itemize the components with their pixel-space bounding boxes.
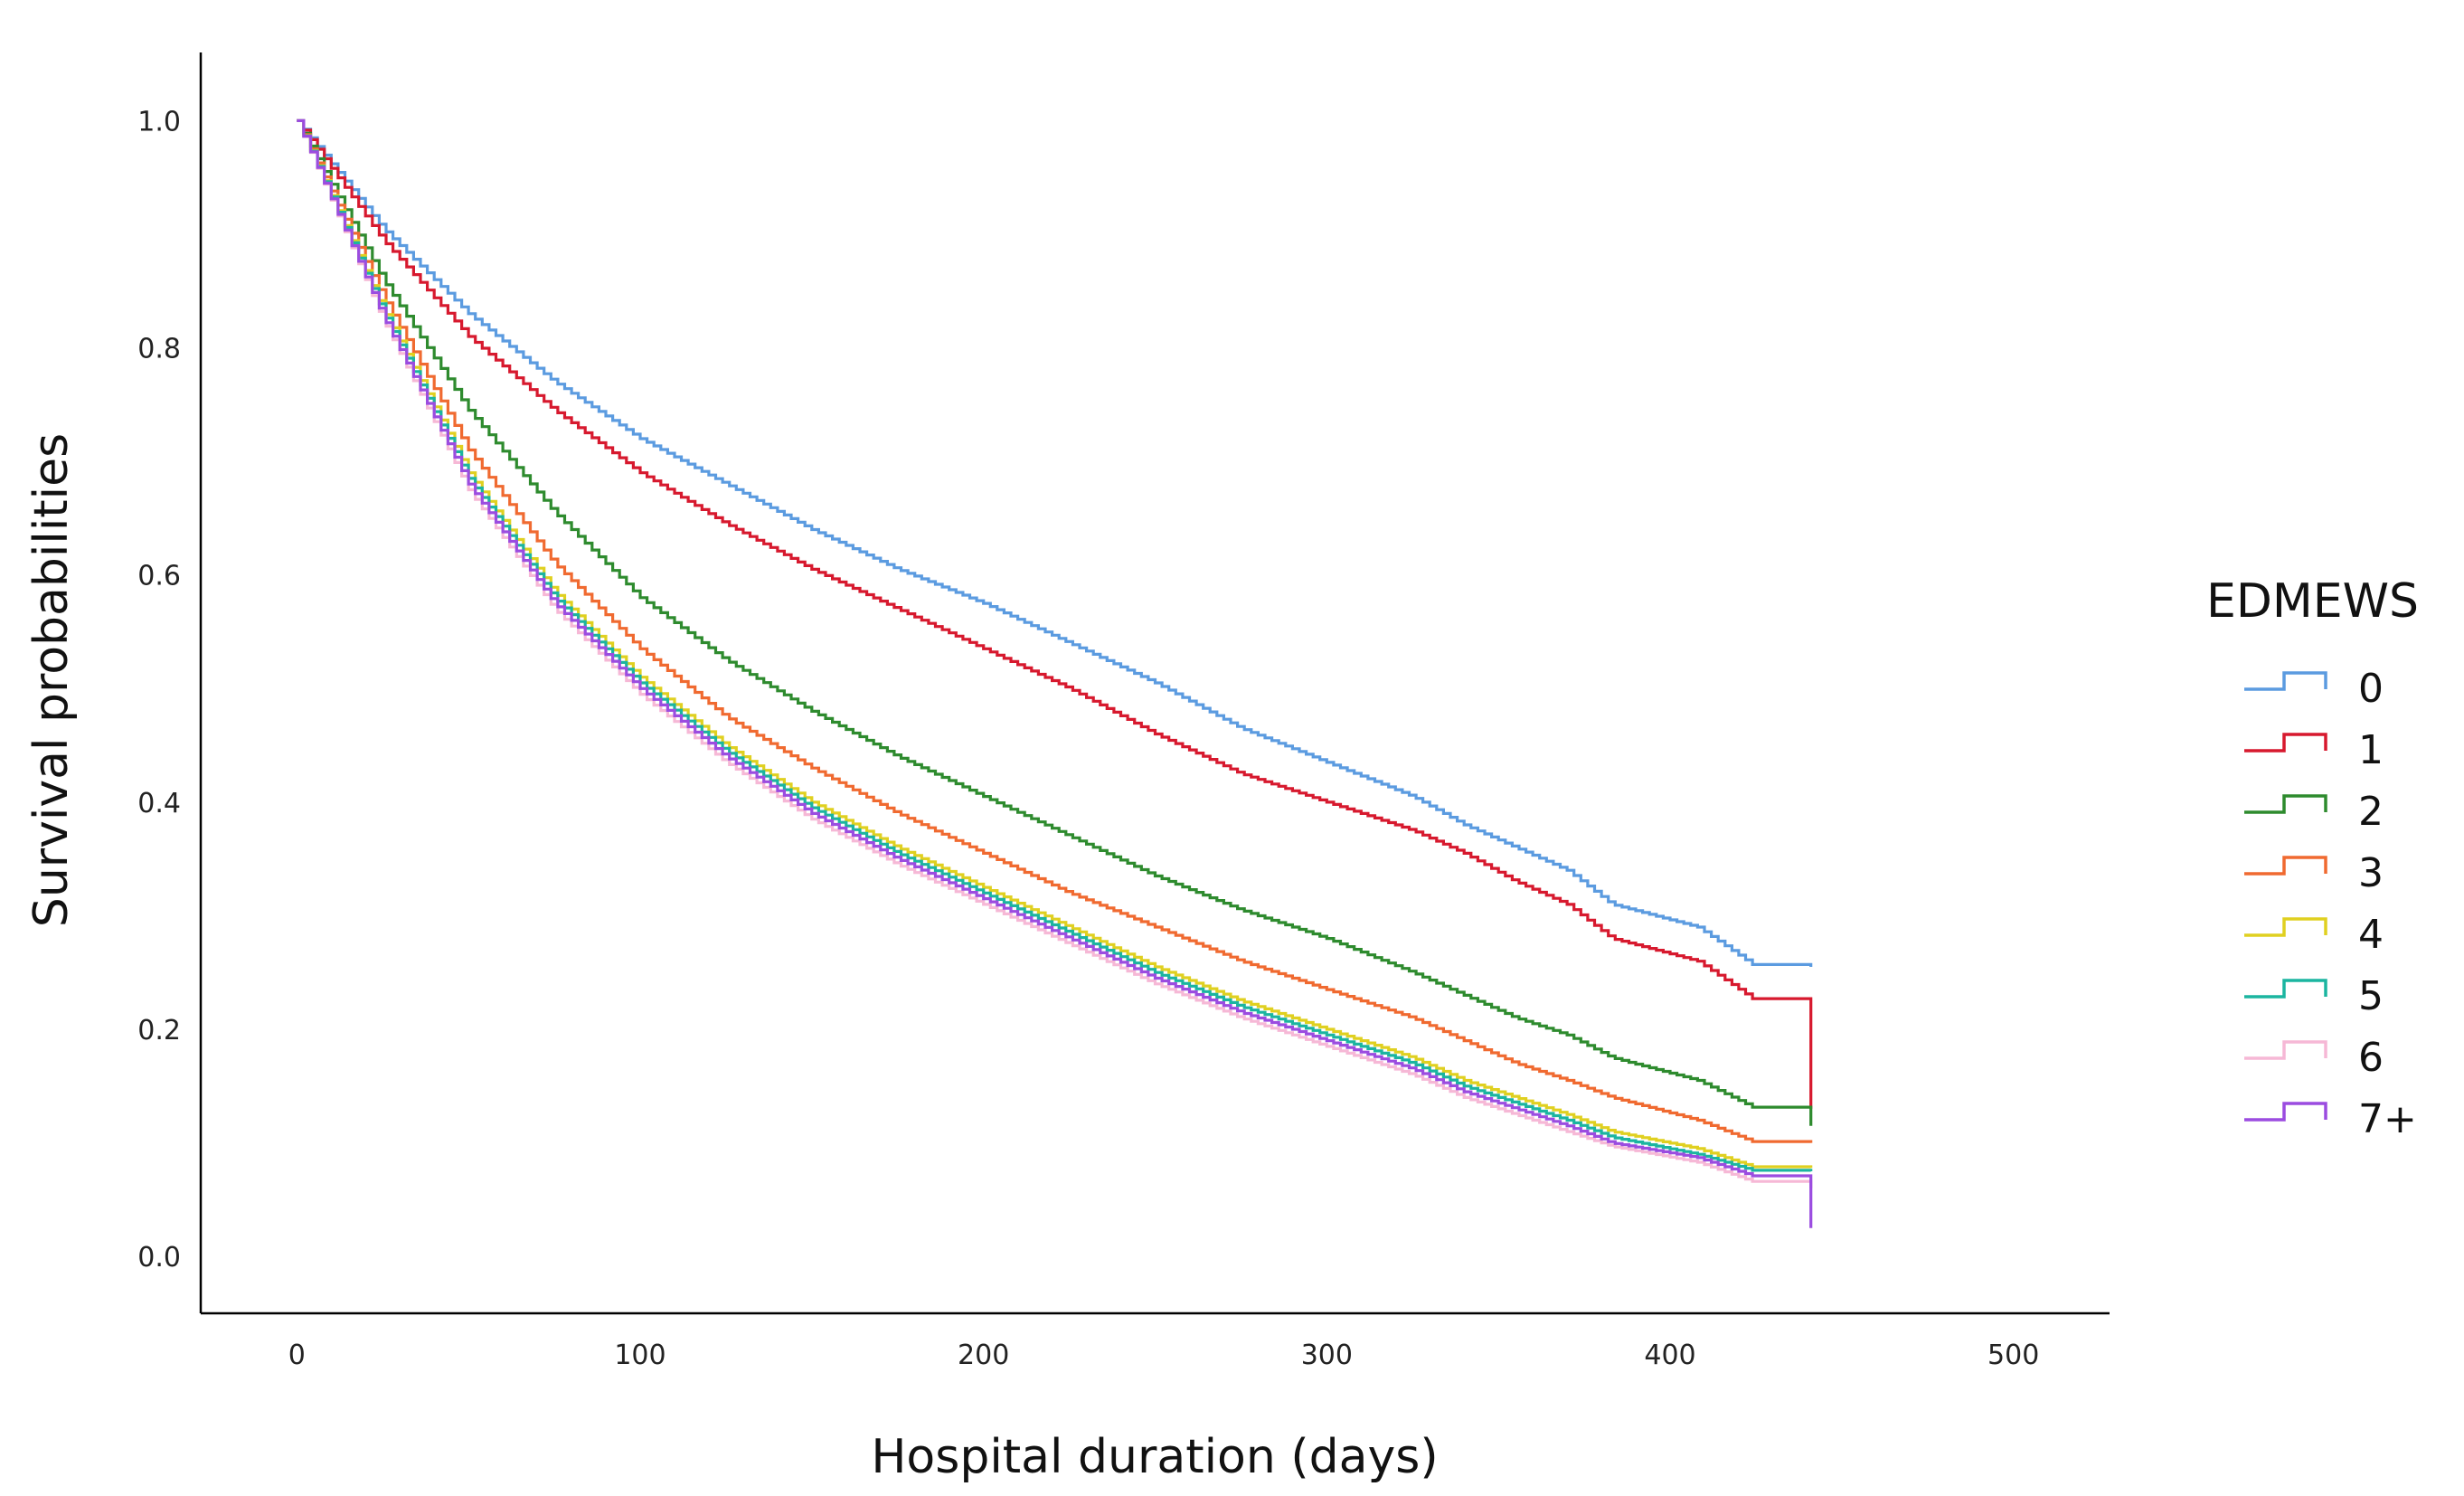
series-line-2 bbox=[297, 118, 1813, 1126]
legend-item: 5 bbox=[2244, 973, 2384, 1019]
x-tick-label: 500 bbox=[1987, 1340, 2039, 1371]
series-line-0 bbox=[297, 118, 1813, 967]
legend-label: 5 bbox=[2358, 973, 2384, 1019]
series-line-6 bbox=[297, 118, 1813, 1188]
x-tick-label: 300 bbox=[1301, 1340, 1353, 1371]
series-lines bbox=[297, 118, 1813, 1228]
x-tick-label: 0 bbox=[288, 1340, 306, 1371]
legend-items: 0 1 2 3 4 5 6 7+ bbox=[2244, 666, 2417, 1142]
legend: EDMEWS 0 1 2 3 4 5 6 7+ bbox=[2206, 574, 2419, 1142]
legend-key-6 bbox=[2244, 1040, 2327, 1060]
legend-item: 4 bbox=[2244, 912, 2384, 958]
y-tick-label: 1.0 bbox=[137, 106, 181, 137]
y-tick-label: 0.4 bbox=[137, 788, 181, 819]
series-line-5 bbox=[297, 118, 1813, 1172]
legend-item: 3 bbox=[2244, 850, 2384, 896]
y-tick-label: 0.2 bbox=[137, 1015, 181, 1046]
legend-key-3 bbox=[2244, 856, 2327, 876]
legend-key-1 bbox=[2244, 733, 2327, 753]
legend-key-0 bbox=[2244, 671, 2327, 691]
x-tick-labels: 0 100 200 300 400 500 bbox=[288, 1340, 2040, 1371]
x-tick-label: 100 bbox=[614, 1340, 666, 1371]
axes bbox=[199, 52, 2110, 1315]
y-axis-title: Survival probabilities bbox=[24, 433, 79, 927]
series-line-3 bbox=[297, 118, 1813, 1143]
x-tick-label: 400 bbox=[1644, 1340, 1695, 1371]
y-tick-labels: 0.0 0.2 0.4 0.6 0.8 1.0 bbox=[137, 106, 181, 1273]
legend-item: 0 bbox=[2244, 666, 2384, 712]
legend-key-4 bbox=[2244, 917, 2327, 937]
legend-label: 2 bbox=[2358, 789, 2384, 835]
legend-key-5 bbox=[2244, 979, 2327, 999]
legend-label: 3 bbox=[2358, 850, 2384, 896]
legend-key-2 bbox=[2244, 794, 2327, 814]
legend-label: 4 bbox=[2358, 912, 2384, 958]
legend-label: 7+ bbox=[2358, 1096, 2417, 1142]
legend-item: 6 bbox=[2244, 1035, 2384, 1081]
legend-title: EDMEWS bbox=[2206, 574, 2419, 629]
x-tick-label: 200 bbox=[958, 1340, 1009, 1371]
legend-item: 7+ bbox=[2244, 1096, 2417, 1142]
x-axis-title: Hospital duration (days) bbox=[871, 1430, 1438, 1484]
series-line-4 bbox=[297, 118, 1813, 1169]
legend-item: 2 bbox=[2244, 789, 2384, 835]
series-line-1 bbox=[297, 118, 1813, 1109]
series-line-7plus bbox=[297, 118, 1813, 1228]
legend-item: 1 bbox=[2244, 727, 2384, 773]
legend-label: 6 bbox=[2358, 1035, 2384, 1081]
legend-key-7plus bbox=[2244, 1102, 2327, 1122]
legend-label: 0 bbox=[2358, 666, 2384, 712]
legend-label: 1 bbox=[2358, 727, 2384, 773]
y-tick-label: 0.6 bbox=[137, 561, 181, 592]
y-tick-label: 0.0 bbox=[137, 1242, 181, 1273]
y-tick-label: 0.8 bbox=[137, 334, 181, 365]
